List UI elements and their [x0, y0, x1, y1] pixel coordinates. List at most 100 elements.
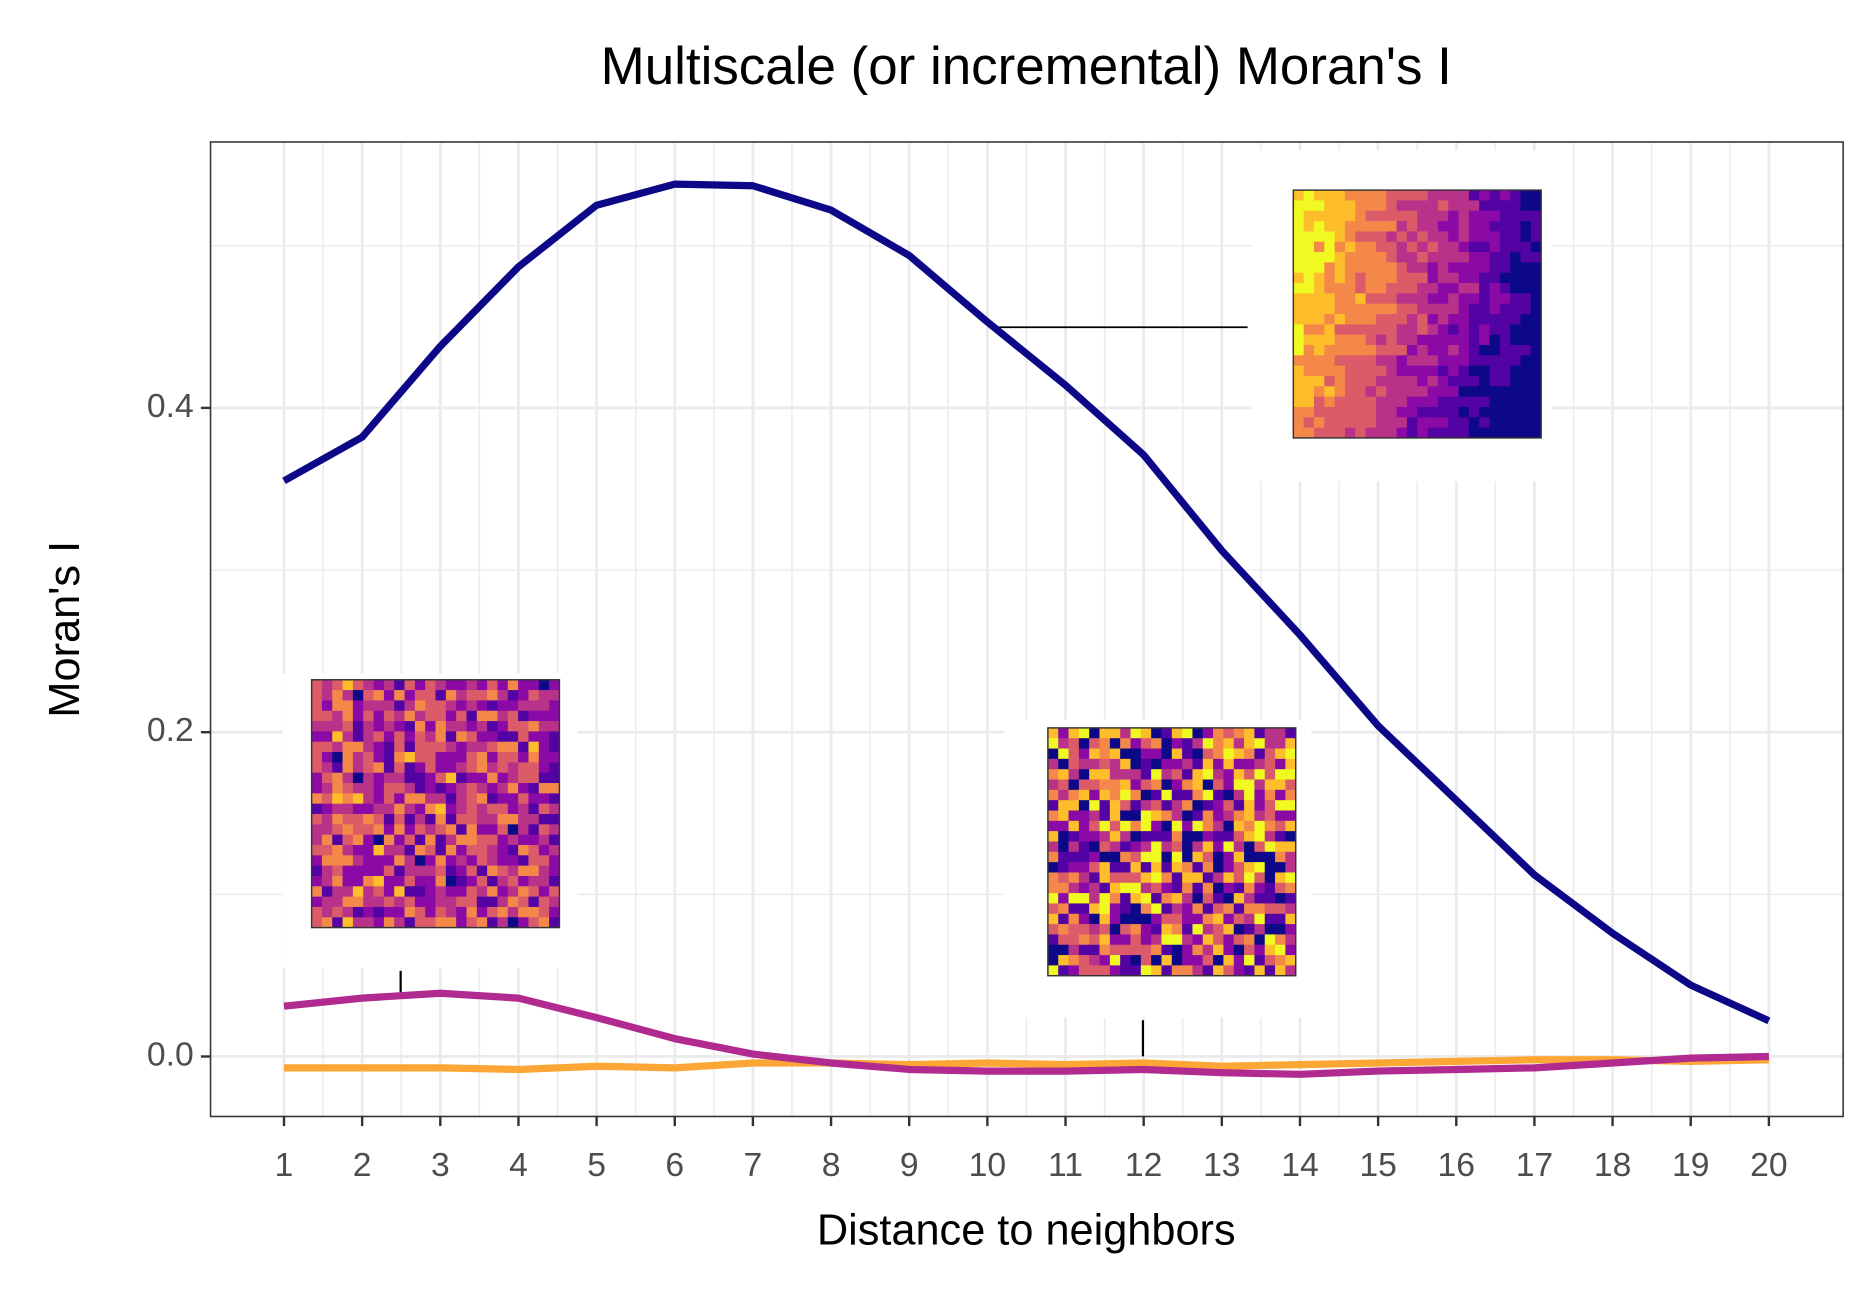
heatmap-cell	[456, 762, 467, 774]
heatmap-cell	[1365, 200, 1377, 212]
heatmap-cell	[1510, 375, 1521, 387]
heatmap-cell	[342, 906, 354, 918]
y-tick-label: 0.2	[147, 712, 194, 749]
heatmap-cell	[456, 834, 467, 846]
heatmap-cell	[1099, 831, 1111, 842]
heatmap-cell	[538, 783, 550, 794]
x-tick-label: 19	[1672, 1147, 1709, 1184]
heatmap-cell	[1499, 396, 1511, 408]
heatmap-cell	[373, 803, 385, 815]
heatmap-cell	[435, 783, 447, 794]
heatmap-cell	[1293, 375, 1305, 387]
heatmap-cell	[1068, 862, 1080, 873]
heatmap-cell	[497, 731, 509, 743]
heatmap-cell	[1334, 365, 1346, 377]
chart-title: Multiscale (or incremental) Moran's I	[601, 37, 1452, 96]
heatmap-cell	[1089, 748, 1100, 760]
heatmap-cell	[1386, 324, 1397, 336]
heatmap-cell	[332, 741, 343, 753]
heatmap-cell	[1458, 293, 1470, 305]
heatmap-cell	[507, 917, 519, 928]
heatmap-cell	[321, 803, 333, 815]
heatmap-cell	[456, 783, 467, 794]
heatmap-cell	[1078, 851, 1090, 863]
heatmap-cell	[1355, 210, 1366, 222]
heatmap-cell	[1365, 272, 1377, 284]
heatmap-cell	[1313, 231, 1325, 243]
heatmap-cell	[1151, 862, 1162, 873]
heatmap-cell	[1355, 190, 1366, 201]
heatmap-cell	[363, 752, 374, 763]
heatmap-cell	[1171, 758, 1183, 770]
heatmap-cell	[1489, 190, 1501, 201]
heatmap-cell	[414, 803, 426, 815]
heatmap-cell	[352, 834, 364, 846]
heatmap-cell	[466, 814, 478, 825]
heatmap-cell	[1355, 200, 1366, 212]
heatmap-cell	[1437, 406, 1449, 418]
heatmap-cell	[1130, 738, 1142, 749]
heatmap-cell	[476, 917, 488, 928]
heatmap-cell	[1479, 396, 1490, 408]
heatmap-cell	[1120, 913, 1131, 925]
heatmap-cell	[466, 793, 478, 805]
heatmap-cell	[1417, 406, 1428, 418]
heatmap-cell	[1099, 779, 1111, 791]
heatmap-cell	[1417, 345, 1428, 356]
heatmap-cell	[1171, 924, 1183, 935]
heatmap-cell	[1303, 210, 1315, 222]
heatmap-cell	[1151, 820, 1162, 832]
heatmap-cell	[1324, 200, 1335, 212]
heatmap-cell	[1202, 893, 1214, 904]
heatmap-cell	[1396, 417, 1408, 428]
heatmap-cell	[1324, 417, 1335, 428]
heatmap-cell	[466, 886, 478, 897]
heatmap-cell	[404, 824, 416, 836]
heatmap-cell	[1089, 862, 1100, 873]
heatmap-cell	[1510, 272, 1521, 284]
heatmap-cell	[1324, 355, 1335, 367]
heatmap-cell	[1120, 955, 1131, 966]
heatmap-cell	[1355, 355, 1366, 367]
heatmap-cell	[456, 906, 467, 918]
heatmap-cell	[352, 814, 364, 825]
heatmap-cell	[1437, 241, 1449, 253]
x-tick-label: 6	[665, 1147, 684, 1184]
heatmap-cell	[1313, 396, 1325, 408]
heatmap-cell	[528, 824, 540, 836]
heatmap-cell	[414, 762, 426, 774]
heatmap-cell	[518, 762, 529, 774]
heatmap-cell	[1365, 345, 1377, 356]
heatmap-cell	[1202, 800, 1214, 811]
heatmap-cell	[518, 803, 529, 815]
heatmap-cell	[1109, 944, 1121, 956]
heatmap-cell	[1489, 262, 1501, 274]
heatmap-cell	[1406, 314, 1418, 325]
heatmap-cell	[1344, 272, 1356, 284]
heatmap-cell	[1192, 748, 1204, 760]
heatmap-cell	[1448, 386, 1459, 397]
heatmap-cell	[1202, 851, 1214, 863]
heatmap-cell	[1223, 727, 1235, 739]
heatmap-cell	[373, 865, 385, 877]
heatmap-cell	[1109, 841, 1121, 853]
heatmap-cell	[1254, 924, 1266, 935]
heatmap-cell	[1427, 221, 1439, 232]
heatmap-cell	[1192, 831, 1204, 842]
heatmap-cell	[1448, 252, 1459, 263]
heatmap-cell	[1468, 406, 1480, 418]
heatmap-cell	[1223, 851, 1235, 863]
heatmap-cell	[1468, 221, 1480, 232]
heatmap-cell	[1303, 190, 1315, 201]
heatmap-cell	[1417, 324, 1428, 336]
heatmap-cell	[311, 896, 323, 908]
heatmap-cell	[497, 721, 509, 732]
heatmap-cell	[1264, 789, 1276, 801]
heatmap-cell	[1417, 375, 1428, 387]
heatmap-cell	[1223, 862, 1235, 873]
heatmap-cell	[1151, 903, 1162, 915]
heatmap-cell	[1375, 231, 1387, 243]
heatmap-cell	[1140, 800, 1152, 811]
heatmap-cell	[1375, 345, 1387, 356]
heatmap-cell	[1417, 417, 1428, 428]
